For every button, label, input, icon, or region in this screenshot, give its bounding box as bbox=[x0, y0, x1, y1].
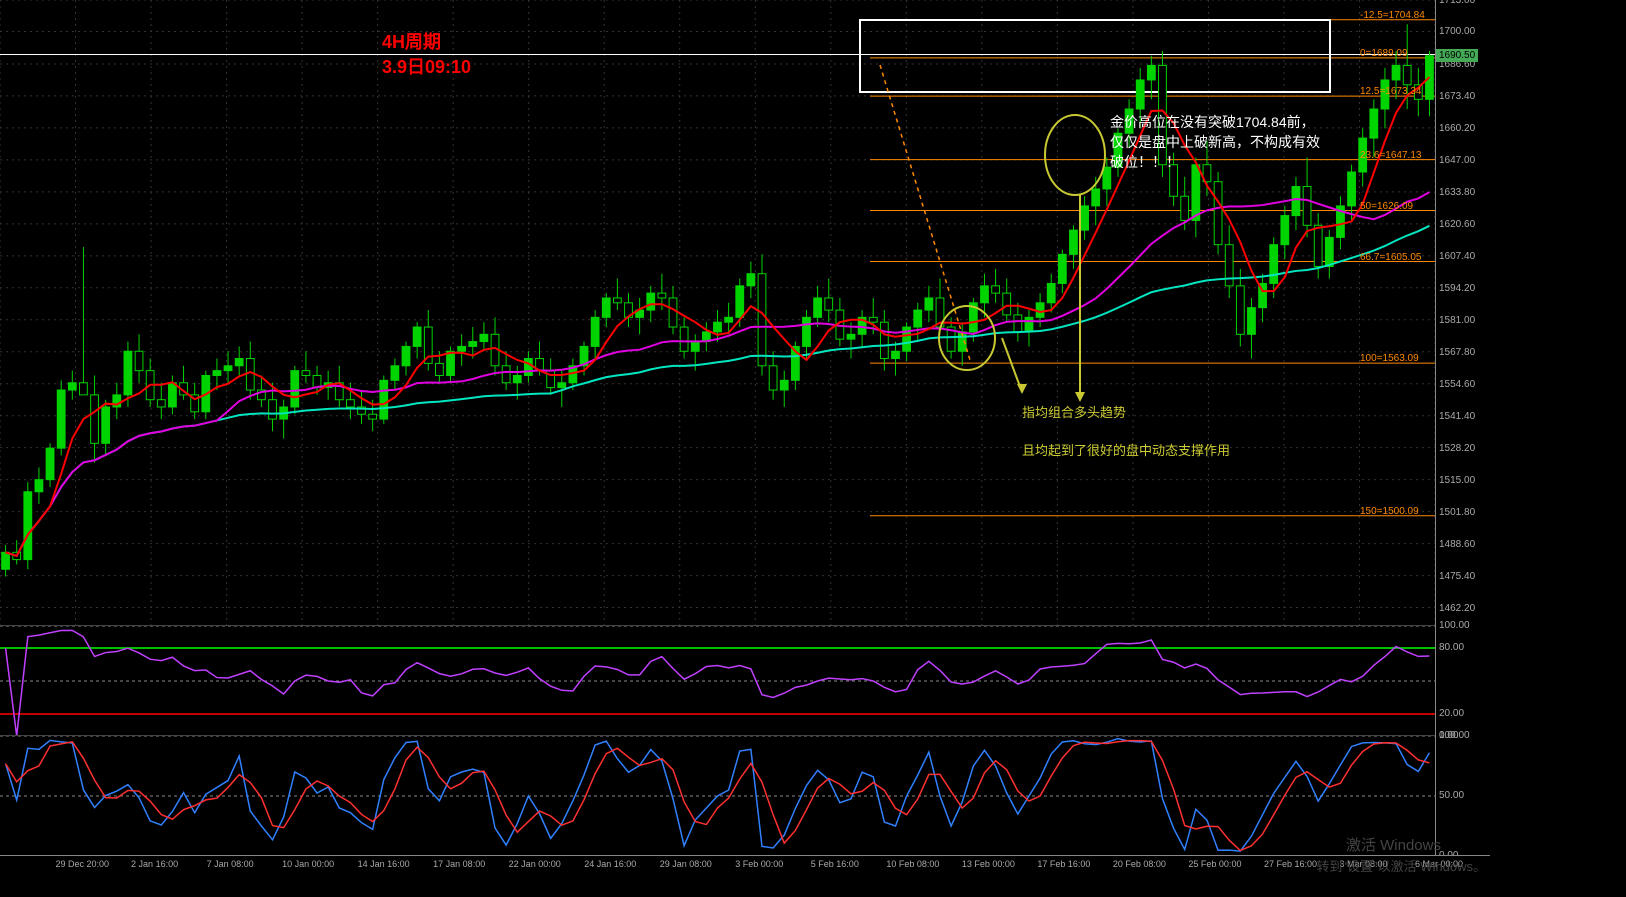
annotation-2b: 且均起到了很好的盘中动态支撑作用 bbox=[1022, 440, 1230, 459]
indicator-panel-2[interactable] bbox=[0, 735, 1435, 855]
y-axis: 1713.001700.001686.601673.401660.201647.… bbox=[1435, 0, 1490, 855]
watermark-1: 激活 Windows bbox=[1346, 834, 1441, 855]
chart-title-2: 3.9日09:10 bbox=[382, 53, 471, 79]
x-axis: 0:0029 Dec 20:002 Jan 16:007 Jan 08:0010… bbox=[0, 855, 1490, 897]
annotation-1b: 仅仅是盘中上破新高，不构成有效 bbox=[1110, 132, 1320, 152]
indicator-panel-1[interactable] bbox=[0, 625, 1435, 735]
main-price-chart[interactable]: 4H周期 3.9日09:10 金价高位在没有突破1704.84前， 仅仅是盘中上… bbox=[0, 0, 1435, 625]
indicator1-svg bbox=[0, 626, 1435, 736]
annotation-1a: 金价高位在没有突破1704.84前， bbox=[1110, 112, 1315, 132]
chart-svg bbox=[0, 0, 1435, 625]
annotation-2a: 指均组合多头趋势 bbox=[1022, 402, 1126, 421]
indicator2-svg bbox=[0, 736, 1435, 856]
chart-title-1: 4H周期 bbox=[382, 28, 441, 54]
watermark-2: 转到"设置"以激活 Windows。 bbox=[1316, 856, 1486, 875]
annotation-1c: 破位！！！ bbox=[1110, 152, 1180, 172]
